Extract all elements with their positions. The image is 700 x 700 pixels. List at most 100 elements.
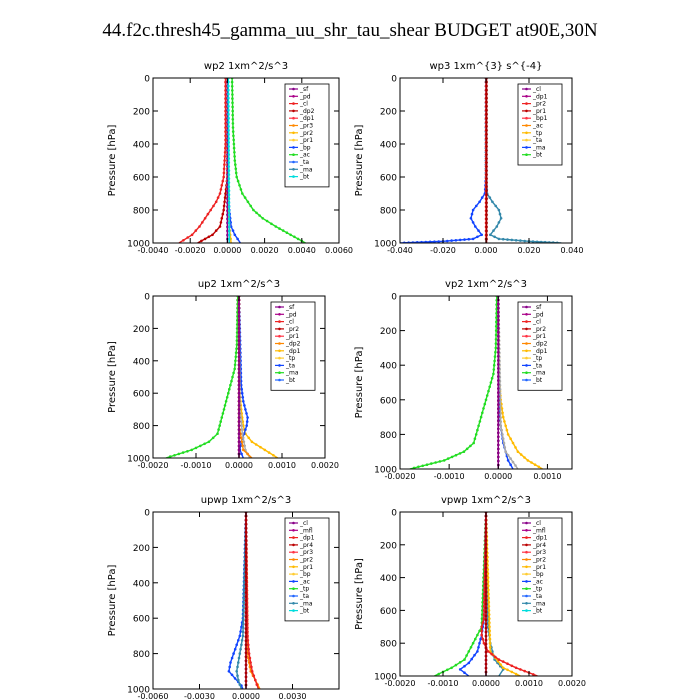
data-point [219, 420, 222, 423]
data-point [216, 432, 219, 436]
panel-title: up2 1xm^2/s^3 [198, 279, 280, 290]
data-point [237, 387, 241, 391]
data-point [478, 629, 481, 633]
data-point [237, 436, 241, 440]
series-ac [434, 512, 488, 676]
legend-entry: _bt [522, 152, 543, 159]
legend-entry: _pr1 [522, 564, 546, 571]
legend-label: _pr2 [532, 557, 546, 564]
y-tick-label: 400 [133, 357, 150, 367]
data-point [237, 331, 241, 334]
data-point [293, 235, 296, 239]
data-point [248, 656, 252, 660]
data-point [463, 671, 466, 674]
data-point [476, 235, 479, 239]
data-point [485, 225, 488, 229]
data-point [433, 240, 436, 243]
data-point [509, 463, 512, 467]
data-point [477, 424, 480, 428]
legend-entry: _tp [275, 355, 295, 362]
data-point [244, 550, 248, 554]
data-point [222, 204, 226, 208]
data-point [244, 591, 248, 594]
data-point [224, 80, 227, 84]
data-point [244, 542, 248, 546]
data-point [519, 668, 522, 671]
legend-label: _dp1 [299, 115, 315, 122]
data-point [244, 667, 248, 671]
data-point [237, 661, 240, 664]
data-point [244, 643, 248, 647]
data-point [519, 453, 523, 456]
data-point [474, 433, 478, 436]
data-point [485, 112, 488, 116]
legend-label: _dp2 [299, 108, 315, 115]
y-axis-label: Pressure [hPa] [107, 341, 118, 413]
data-point [296, 237, 300, 241]
data-point [244, 663, 248, 667]
legend-label: _ta [299, 159, 309, 166]
x-tick-label: 0.0040 [288, 246, 316, 255]
data-point [231, 109, 234, 113]
x-tick-label: 0.0060 [325, 246, 353, 255]
y-tick-label: 1000 [127, 240, 150, 250]
data-point [484, 590, 488, 594]
data-point [237, 379, 241, 383]
data-point [485, 161, 488, 164]
data-point [233, 155, 236, 158]
data-point [224, 134, 227, 138]
legend-label: _pr1 [299, 564, 313, 571]
data-point [487, 588, 490, 592]
legend-label: _tp [299, 586, 309, 593]
data-point [497, 221, 501, 224]
data-point [485, 88, 488, 92]
legend-label: _ac [299, 152, 310, 159]
series-cl [484, 512, 488, 676]
x-tick-label: 0.000 [475, 246, 498, 255]
data-point [267, 451, 271, 454]
data-point [514, 666, 518, 670]
data-point [198, 225, 201, 228]
data-point [483, 592, 486, 596]
data-point [489, 233, 492, 237]
x-tick-label: -0.0020 [385, 472, 416, 481]
legend-entry: _ma [289, 600, 313, 607]
data-point [236, 179, 240, 183]
x-tick-label: -0.0010 [181, 461, 212, 470]
data-point [227, 201, 231, 205]
y-tick-label: 0 [391, 293, 397, 303]
legend-entry: _cl [522, 319, 541, 326]
data-point [494, 338, 498, 341]
panel-vp2: vp2 1xm^2/s^3 Pressure [hPa] 0 200 400 600 800… [354, 279, 573, 481]
data-point [486, 576, 490, 579]
data-point [478, 420, 482, 423]
data-point [238, 652, 242, 655]
data-point [244, 563, 248, 566]
legend-label: _bt [532, 608, 543, 615]
data-point [235, 335, 239, 338]
data-point [244, 639, 248, 642]
data-point [497, 318, 500, 322]
data-point [231, 101, 234, 105]
x-tick-label: -0.0020 [138, 461, 169, 470]
data-point [497, 435, 500, 439]
data-point [482, 609, 486, 612]
data-point [497, 447, 500, 451]
data-point [227, 133, 230, 136]
data-point [499, 408, 502, 411]
y-tick-label: 800 [133, 650, 150, 660]
data-point [511, 441, 515, 445]
data-point [227, 108, 230, 112]
data-point [485, 229, 488, 233]
data-point [485, 100, 488, 104]
data-point [485, 221, 488, 225]
data-point [220, 217, 224, 220]
data-point [227, 229, 231, 233]
data-point [231, 113, 234, 117]
data-point [477, 229, 480, 232]
data-point [492, 368, 496, 371]
legend-entry: _sf [275, 304, 295, 311]
legend: _cl_dp1_pr2_pr1_bp1_ac_tp_ta_ma_bt [517, 83, 563, 166]
data-point [246, 416, 249, 419]
data-point [231, 126, 235, 129]
